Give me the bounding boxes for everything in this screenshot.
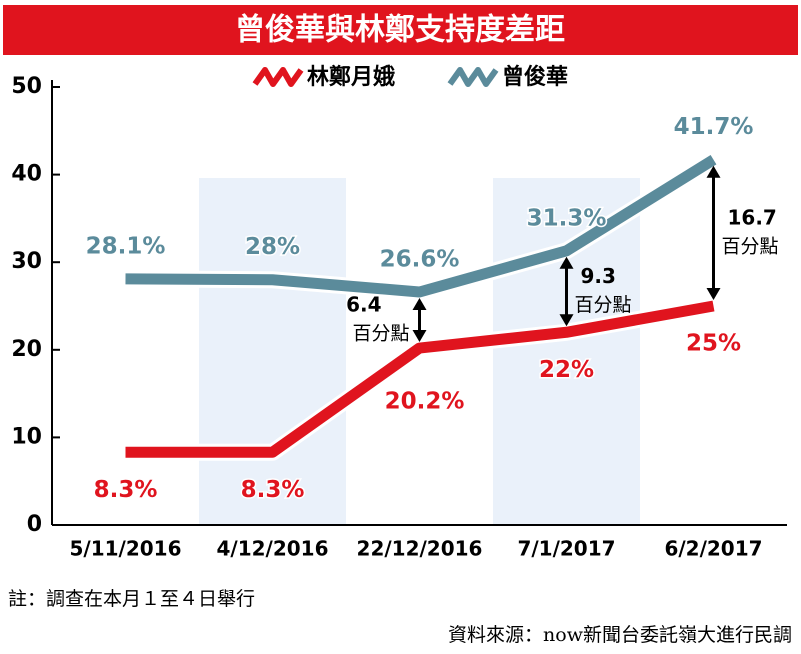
gap-unit: 百分點	[575, 294, 632, 316]
y-tick-label: 50	[11, 74, 42, 99]
band	[199, 178, 346, 525]
value-label: 22%	[539, 357, 594, 383]
value-label: 31.3%	[527, 205, 607, 231]
gap-unit: 百分點	[722, 235, 779, 257]
gap-unit: 百分點	[352, 323, 409, 345]
value-label: 8.3%	[94, 477, 158, 503]
line	[125, 155, 717, 298]
gap-value: 16.7	[728, 205, 777, 229]
y-tick-label: 40	[11, 162, 42, 187]
line	[125, 300, 715, 458]
x-tick-label: 4/12/2016	[216, 537, 328, 561]
gap-value: 6.4	[346, 293, 381, 317]
y-tick-label: 10	[11, 424, 42, 449]
value-label: 8.3%	[241, 477, 305, 503]
x-tick-label: 5/11/2016	[69, 537, 181, 561]
chart-title: 曾俊華與林鄭支持度差距	[235, 13, 565, 48]
legend-label: 林鄭月娥	[307, 64, 395, 90]
source: 資料來源：now新聞台委託嶺大進行民調	[448, 624, 792, 646]
y-tick-label: 20	[11, 337, 42, 362]
x-tick-label: 7/1/2017	[517, 537, 615, 561]
band	[493, 178, 640, 525]
value-label: 25%	[686, 331, 741, 357]
x-tick-label: 22/12/2016	[357, 537, 483, 561]
y-tick-label: 30	[11, 249, 42, 274]
x-tick-label: 6/2/2017	[664, 537, 762, 561]
y-tick-label: 0	[27, 512, 42, 537]
value-label: 28%	[245, 234, 300, 260]
value-label: 28.1%	[86, 233, 166, 259]
gap-value: 9.3	[581, 264, 616, 288]
legend-icon	[252, 67, 304, 87]
value-label: 26.6%	[380, 246, 460, 272]
arrow-head	[412, 297, 427, 343]
value-label: 41.7%	[674, 114, 754, 140]
legend-icon	[447, 67, 499, 87]
footnote: 註：調查在本月１至４日舉行	[8, 588, 255, 610]
legend-label: 曾俊華	[502, 64, 568, 90]
title-bar	[3, 5, 798, 55]
value-label: 20.2%	[385, 389, 465, 415]
